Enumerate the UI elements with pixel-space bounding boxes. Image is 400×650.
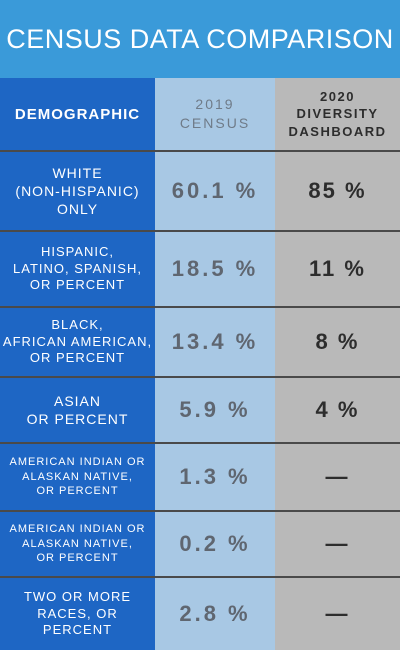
row-label-line: OR PERCENT [36, 485, 119, 498]
dashboard-2020-value: — [325, 601, 350, 626]
row-label-line: ALASKAN NATIVE, [22, 537, 133, 550]
row-label: AMERICAN INDIAN OR ALASKAN NATIVE, OR PE… [0, 444, 155, 510]
row-label-line: OR PERCENT [26, 411, 129, 427]
census-2019-value: 0.2 % [179, 531, 251, 556]
row-label-line: OR PERCENT [29, 277, 126, 293]
row-label: ASIAN OR PERCENT [0, 378, 155, 442]
table-row: ASIAN OR PERCENT 5.9 % 4 % [0, 376, 400, 442]
row-label: WHITE (NON-HISPANIC) ONLY [0, 152, 155, 230]
row-label-line: AMERICAN INDIAN OR [9, 522, 146, 535]
row-label-line: ONLY [56, 201, 99, 218]
table-row: AMERICAN INDIAN OR ALASKAN NATIVE, OR PE… [0, 442, 400, 510]
row-label-line: PERCENT [42, 622, 113, 638]
census-2019-value: 5.9 % [179, 397, 251, 422]
header-2019-line: 2019 [195, 96, 235, 113]
row-label-line: WHITE [52, 164, 103, 181]
table-row: TWO OR MORE RACES, OR PERCENT 2.8 % — [0, 576, 400, 650]
row-label-line: HISPANIC, [40, 243, 115, 259]
header-2020-dashboard: 2020 DIVERSITY DASHBOARD [275, 78, 400, 150]
table-row: HISPANIC, LATINO, SPANISH, OR PERCENT 18… [0, 230, 400, 306]
row-label-line: OR PERCENT [36, 552, 119, 565]
census-2019-value: 18.5 % [171, 256, 259, 281]
header-2020-line: 2020 [320, 88, 355, 104]
row-label-line: ASIAN [53, 392, 101, 409]
header-diversity-line: DIVERSITY [296, 106, 379, 122]
table-header-row: DEMOGRAPHIC 2019 CENSUS 2020 DIVERSITY D… [0, 78, 400, 150]
census-2019-column-bg [155, 78, 275, 650]
table-row: AMERICAN INDIAN OR ALASKAN NATIVE, OR PE… [0, 510, 400, 576]
table-row: BLACK, AFRICAN AMERICAN, OR PERCENT 13.4… [0, 306, 400, 376]
row-label-line: AFRICAN AMERICAN, [2, 333, 153, 349]
row-label: AMERICAN INDIAN OR ALASKAN NATIVE, OR PE… [0, 512, 155, 576]
row-label: TWO OR MORE RACES, OR PERCENT [0, 578, 155, 650]
dashboard-2020-value: — [325, 464, 350, 489]
row-label-line: (NON-HISPANIC) [15, 182, 140, 199]
census-2019-value: 2.8 % [179, 601, 251, 626]
row-label: HISPANIC, LATINO, SPANISH, OR PERCENT [0, 232, 155, 306]
row-label-line: AMERICAN INDIAN OR [9, 455, 146, 468]
census-2019-value: 60.1 % [171, 178, 259, 203]
header-demographic: DEMOGRAPHIC [14, 105, 141, 123]
dashboard-2020-value: 4 % [315, 397, 360, 422]
dashboard-2020-value: 85 % [308, 178, 367, 203]
row-label-line: TWO OR MORE [23, 588, 132, 604]
table-row: WHITE (NON-HISPANIC) ONLY 60.1 % 85 % [0, 150, 400, 230]
row-label-line: ALASKAN NATIVE, [22, 470, 133, 483]
dashboard-2020-column-bg [275, 78, 400, 650]
dashboard-2020-value: 11 % [309, 256, 366, 281]
title-bar: CENSUS DATA COMPARISON [0, 0, 400, 78]
row-label-line: BLACK, [51, 316, 104, 332]
census-2019-value: 13.4 % [171, 329, 259, 354]
row-label-line: RACES, OR [37, 605, 118, 621]
header-census-line: CENSUS [179, 115, 251, 131]
row-label-line: LATINO, SPANISH, [13, 260, 142, 276]
dashboard-2020-value: — [325, 531, 350, 556]
row-label-line: OR PERCENT [29, 350, 126, 366]
census-2019-value: 1.3 % [179, 464, 251, 489]
header-2019-census: 2019 CENSUS [155, 78, 275, 150]
page-title: CENSUS DATA COMPARISON [6, 23, 394, 54]
demographic-column-bg [0, 78, 155, 650]
dashboard-2020-value: 8 % [315, 329, 360, 354]
header-dashboard-line: DASHBOARD [288, 123, 387, 139]
row-label: BLACK, AFRICAN AMERICAN, OR PERCENT [0, 308, 155, 376]
